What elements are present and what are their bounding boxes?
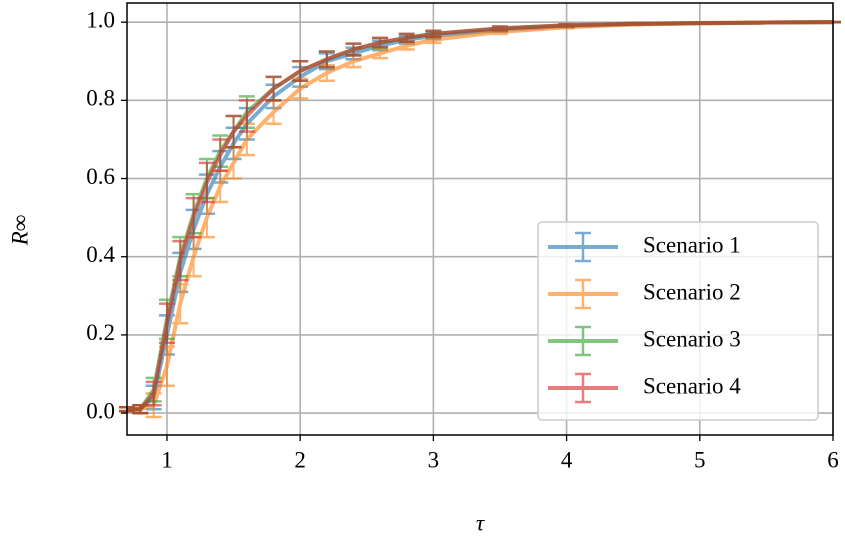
legend-label: Scenario 2 [643,279,741,304]
series-line [127,20,834,412]
x-tick-label: 4 [561,447,573,472]
legend-swatch [548,231,618,263]
y-tick-label: 0.0 [86,398,115,423]
y-axis-label: R∞ [7,215,32,246]
legend-label: Scenario 4 [643,373,741,398]
x-tick-label: 6 [827,447,839,472]
legend-swatch [548,278,618,310]
y-tick-label: 0.8 [86,86,115,111]
y-tick-label: 0.2 [86,320,115,345]
x-tick-label: 2 [294,447,306,472]
legend-label: Scenario 3 [643,326,741,351]
y-tick-label: 1.0 [86,7,115,32]
x-tick-label: 5 [694,447,706,472]
legend: Scenario 1 Scenario 2 Scenario 3 Scenario 4 [537,221,819,421]
legend-label: Scenario 1 [643,232,741,257]
axes-frame [126,2,834,436]
x-tick-label: 3 [428,447,440,472]
legend-swatch [548,372,618,404]
x-axis-label: τ [476,510,485,535]
legend-swatch [548,325,618,357]
series [119,20,841,415]
legend-box [537,221,819,421]
y-tick-label: 0.6 [86,164,115,189]
y-tick-label: 0.4 [86,242,115,267]
x-tick-label: 1 [161,447,173,472]
